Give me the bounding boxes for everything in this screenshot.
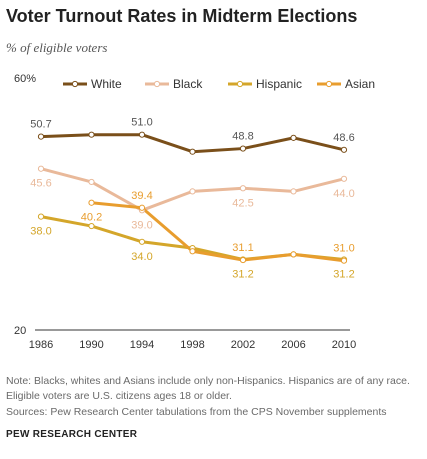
data-label: 39.4 <box>131 190 152 202</box>
legend-label-hispanic: Hispanic <box>256 77 302 91</box>
data-point-asian <box>189 248 196 255</box>
data-label: 51.0 <box>131 117 152 129</box>
data-label: 48.6 <box>333 132 354 144</box>
data-point-black <box>189 188 196 195</box>
chart-title: Voter Turnout Rates in Midterm Elections <box>6 6 358 26</box>
x-tick-label: 1998 <box>180 339 204 351</box>
data-point-white <box>340 146 348 153</box>
chart-source: Sources: Pew Research Center tabulations… <box>6 406 387 418</box>
data-point-white <box>189 148 196 155</box>
data-point-black <box>340 175 348 182</box>
data-label: 48.8 <box>232 131 253 143</box>
y-tick-label: 60% <box>14 73 36 85</box>
data-point-white <box>37 133 45 140</box>
data-point-white <box>239 145 247 152</box>
data-point-black <box>88 178 95 186</box>
data-label: 34.0 <box>131 251 152 263</box>
x-tick-label: 1994 <box>130 339 154 351</box>
data-label: 31.2 <box>232 268 253 280</box>
data-point-white <box>138 131 146 138</box>
data-label: 40.2 <box>81 212 102 224</box>
data-label: 50.7 <box>30 119 51 131</box>
data-point-black <box>239 185 247 192</box>
data-label: 38.0 <box>30 226 51 238</box>
data-label: 44.0 <box>333 188 354 200</box>
legend-marker-black <box>153 80 161 88</box>
line-chart: 20 60% 1986 1990 1994 1998 2002 2006 2010 50.7 51.… <box>14 73 375 351</box>
data-point-asian <box>88 199 95 206</box>
data-point-hispanic <box>37 213 45 220</box>
data-point-hispanic <box>138 238 146 245</box>
data-point-black <box>37 165 45 172</box>
data-point-asian <box>290 251 297 258</box>
data-label: 39.0 <box>131 219 152 231</box>
y-tick-label: 20 <box>14 325 26 337</box>
data-point-white <box>88 131 95 138</box>
x-tick-label: 1986 <box>29 339 53 351</box>
legend-label-asian: Asian <box>345 77 375 91</box>
legend-label-white: White <box>91 77 122 91</box>
x-tick-label: 2010 <box>332 339 356 351</box>
chart-subtitle: % of eligible voters <box>6 40 108 55</box>
data-point-asian <box>239 256 247 264</box>
x-tick-label: 1990 <box>79 339 103 351</box>
data-label: 31.0 <box>333 243 354 255</box>
data-point-asian <box>138 204 146 211</box>
data-point-asian <box>340 257 348 264</box>
data-label: 45.6 <box>30 178 51 190</box>
data-label: 42.5 <box>232 197 253 209</box>
data-point-black <box>290 188 297 195</box>
legend-marker-hispanic <box>236 80 244 88</box>
data-label: 31.1 <box>232 242 253 254</box>
legend-label-black: Black <box>173 77 203 91</box>
legend-marker-asian <box>325 80 333 88</box>
brand-name: PEW RESEARCH CENTER <box>6 429 138 440</box>
x-tick-label: 2006 <box>281 339 305 351</box>
legend-marker-white <box>71 80 79 88</box>
data-point-hispanic <box>88 222 95 230</box>
series-line-asian <box>91 201 345 263</box>
data-point-white <box>290 134 297 141</box>
data-label: 31.2 <box>333 268 354 280</box>
x-tick-label: 2002 <box>231 339 255 351</box>
chart-note: Note: Blacks, whites and Asians include … <box>6 375 410 402</box>
